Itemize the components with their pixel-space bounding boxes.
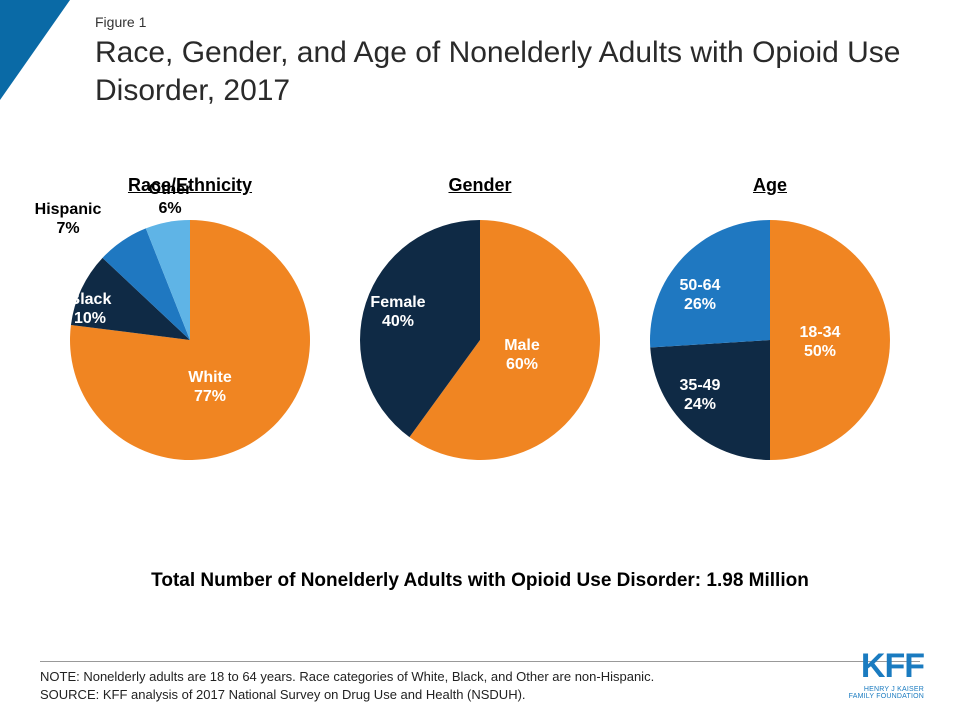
chart-title-race: Race/Ethnicity	[60, 175, 320, 196]
chart-title-age: Age	[640, 175, 900, 196]
slice-age-35-49	[650, 340, 770, 460]
kff-logo-sub1: HENRY J KAISER	[849, 686, 924, 693]
charts-row: Race/Ethnicity Gender Age	[0, 175, 960, 565]
total-line: Total Number of Nonelderly Adults with O…	[0, 570, 960, 592]
chart-gender: Gender	[350, 175, 610, 206]
source-text: SOURCE: KFF analysis of 2017 National Su…	[40, 686, 920, 704]
kff-logo-text: KFF	[849, 647, 924, 686]
kff-logo-sub2: FAMILY FOUNDATION	[849, 693, 924, 700]
pie-svg	[0, 0, 960, 560]
chart-race: Race/Ethnicity	[60, 175, 320, 206]
chart-age: Age	[640, 175, 900, 206]
slice-age-18-34	[770, 220, 890, 460]
note-text: NOTE: Nonelderly adults are 18 to 64 yea…	[40, 668, 920, 686]
slice-age-50-64	[650, 220, 770, 348]
footer: NOTE: Nonelderly adults are 18 to 64 yea…	[40, 661, 920, 704]
kff-logo: KFF HENRY J KAISER FAMILY FOUNDATION	[849, 647, 924, 700]
chart-title-gender: Gender	[350, 175, 610, 196]
